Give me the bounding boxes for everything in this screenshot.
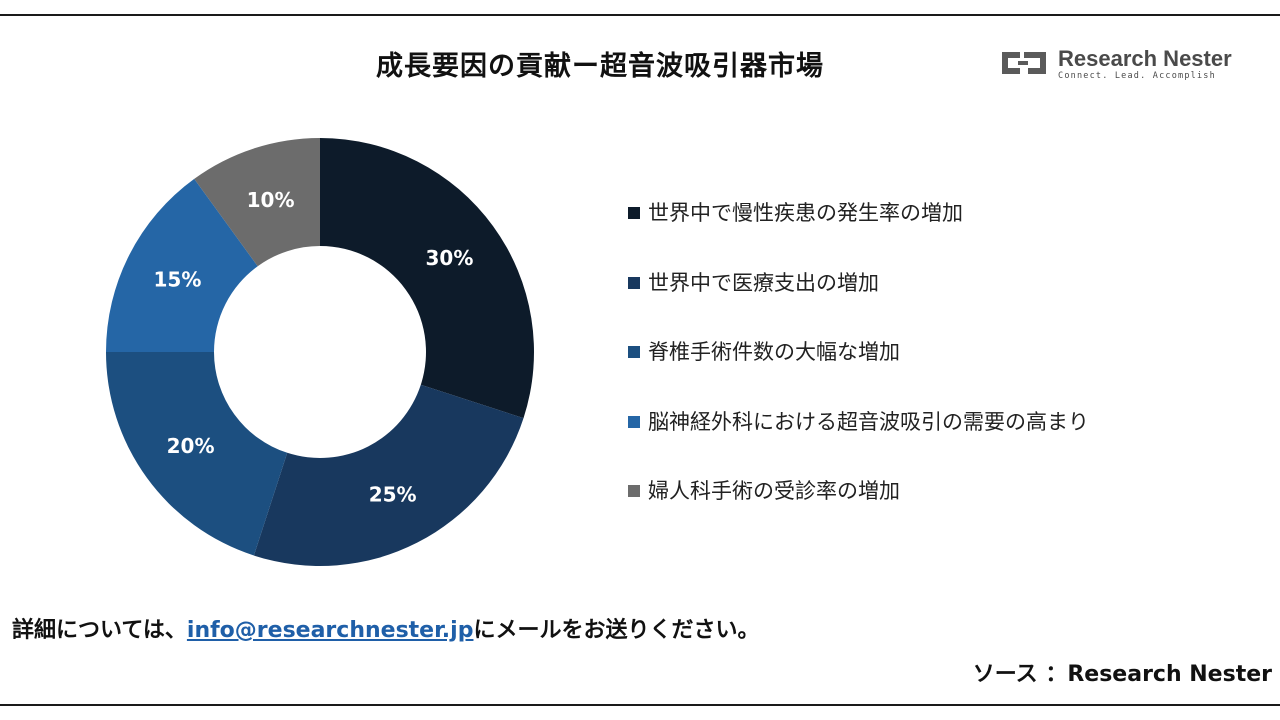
slice-value-label-5: 10%	[247, 188, 295, 212]
footer-note-suffix: にメールをお送りください。	[473, 618, 760, 643]
donut-slice-3	[106, 352, 288, 556]
logo-name: Research Nester	[1058, 46, 1232, 71]
slice-value-label-3: 20%	[167, 434, 215, 458]
legend-label-5: 婦人科手術の受診率の増加	[648, 479, 900, 503]
legend-swatch-2	[628, 276, 640, 289]
donut-slice-1	[320, 138, 534, 419]
email-link[interactable]: info@researchnester.jp	[186, 618, 474, 643]
donut-chart: 30% 25% 20% 15% 10%	[106, 138, 534, 566]
footer-note: 詳細については、info@researchnester.jpにメールをお送りくだ…	[12, 612, 759, 644]
slice-value-label-4: 15%	[154, 267, 202, 291]
legend-label-4: 脳神経外科における超音波吸引の需要の高まり	[648, 409, 1089, 434]
legend-label-2: 世界中で医療支出の増加	[648, 270, 879, 295]
logo: Research Nester Connect. Lead. Accomplis…	[998, 46, 1238, 86]
top-divider	[0, 14, 1280, 16]
donut-slice-2	[253, 384, 524, 566]
legend-item-3: 脊椎手術件数の大幅な増加	[628, 337, 1268, 407]
slice-value-label-1: 30%	[426, 246, 474, 270]
legend-item-4: 脳神経外科における超音波吸引の需要の高まり	[628, 407, 1268, 477]
chart-legend: 世界中で慢性疾患の発生率の増加 世界中で医療支出の増加 脊椎手術件数の大幅な増加脳神…	[628, 198, 1268, 546]
legend-label-1: 世界中で慢性疾患の発生率の増加	[648, 201, 963, 225]
legend-swatch-4	[628, 415, 640, 428]
donut-slice-5	[194, 138, 320, 267]
legend-item-5: 婦人科手術の受診率の増加	[628, 476, 1268, 546]
legend-swatch-3	[628, 346, 640, 358]
donut-slice-4	[106, 178, 258, 352]
legend-label-3: 脊椎手術件数の大幅な増加	[648, 340, 900, 364]
source-credit: ソース ：Research Nester	[972, 662, 1272, 687]
research-nester-logo-icon	[1002, 52, 1046, 74]
legend-item-2: 世界中で医療支出の増加	[628, 268, 1268, 338]
logo-tagline: Connect. Lead. Accomplish	[1058, 71, 1216, 81]
chart-title: 成長要因の貢献ー超音波吸引器市場	[376, 51, 824, 82]
legend-swatch-1	[628, 207, 640, 219]
legend-item-1: 世界中で慢性疾患の発生率の増加	[628, 198, 1268, 268]
bottom-divider	[0, 704, 1280, 706]
slice-value-label-2: 25%	[369, 483, 417, 507]
legend-swatch-5	[628, 485, 640, 497]
footer-note-prefix: 詳細については、	[12, 618, 187, 643]
